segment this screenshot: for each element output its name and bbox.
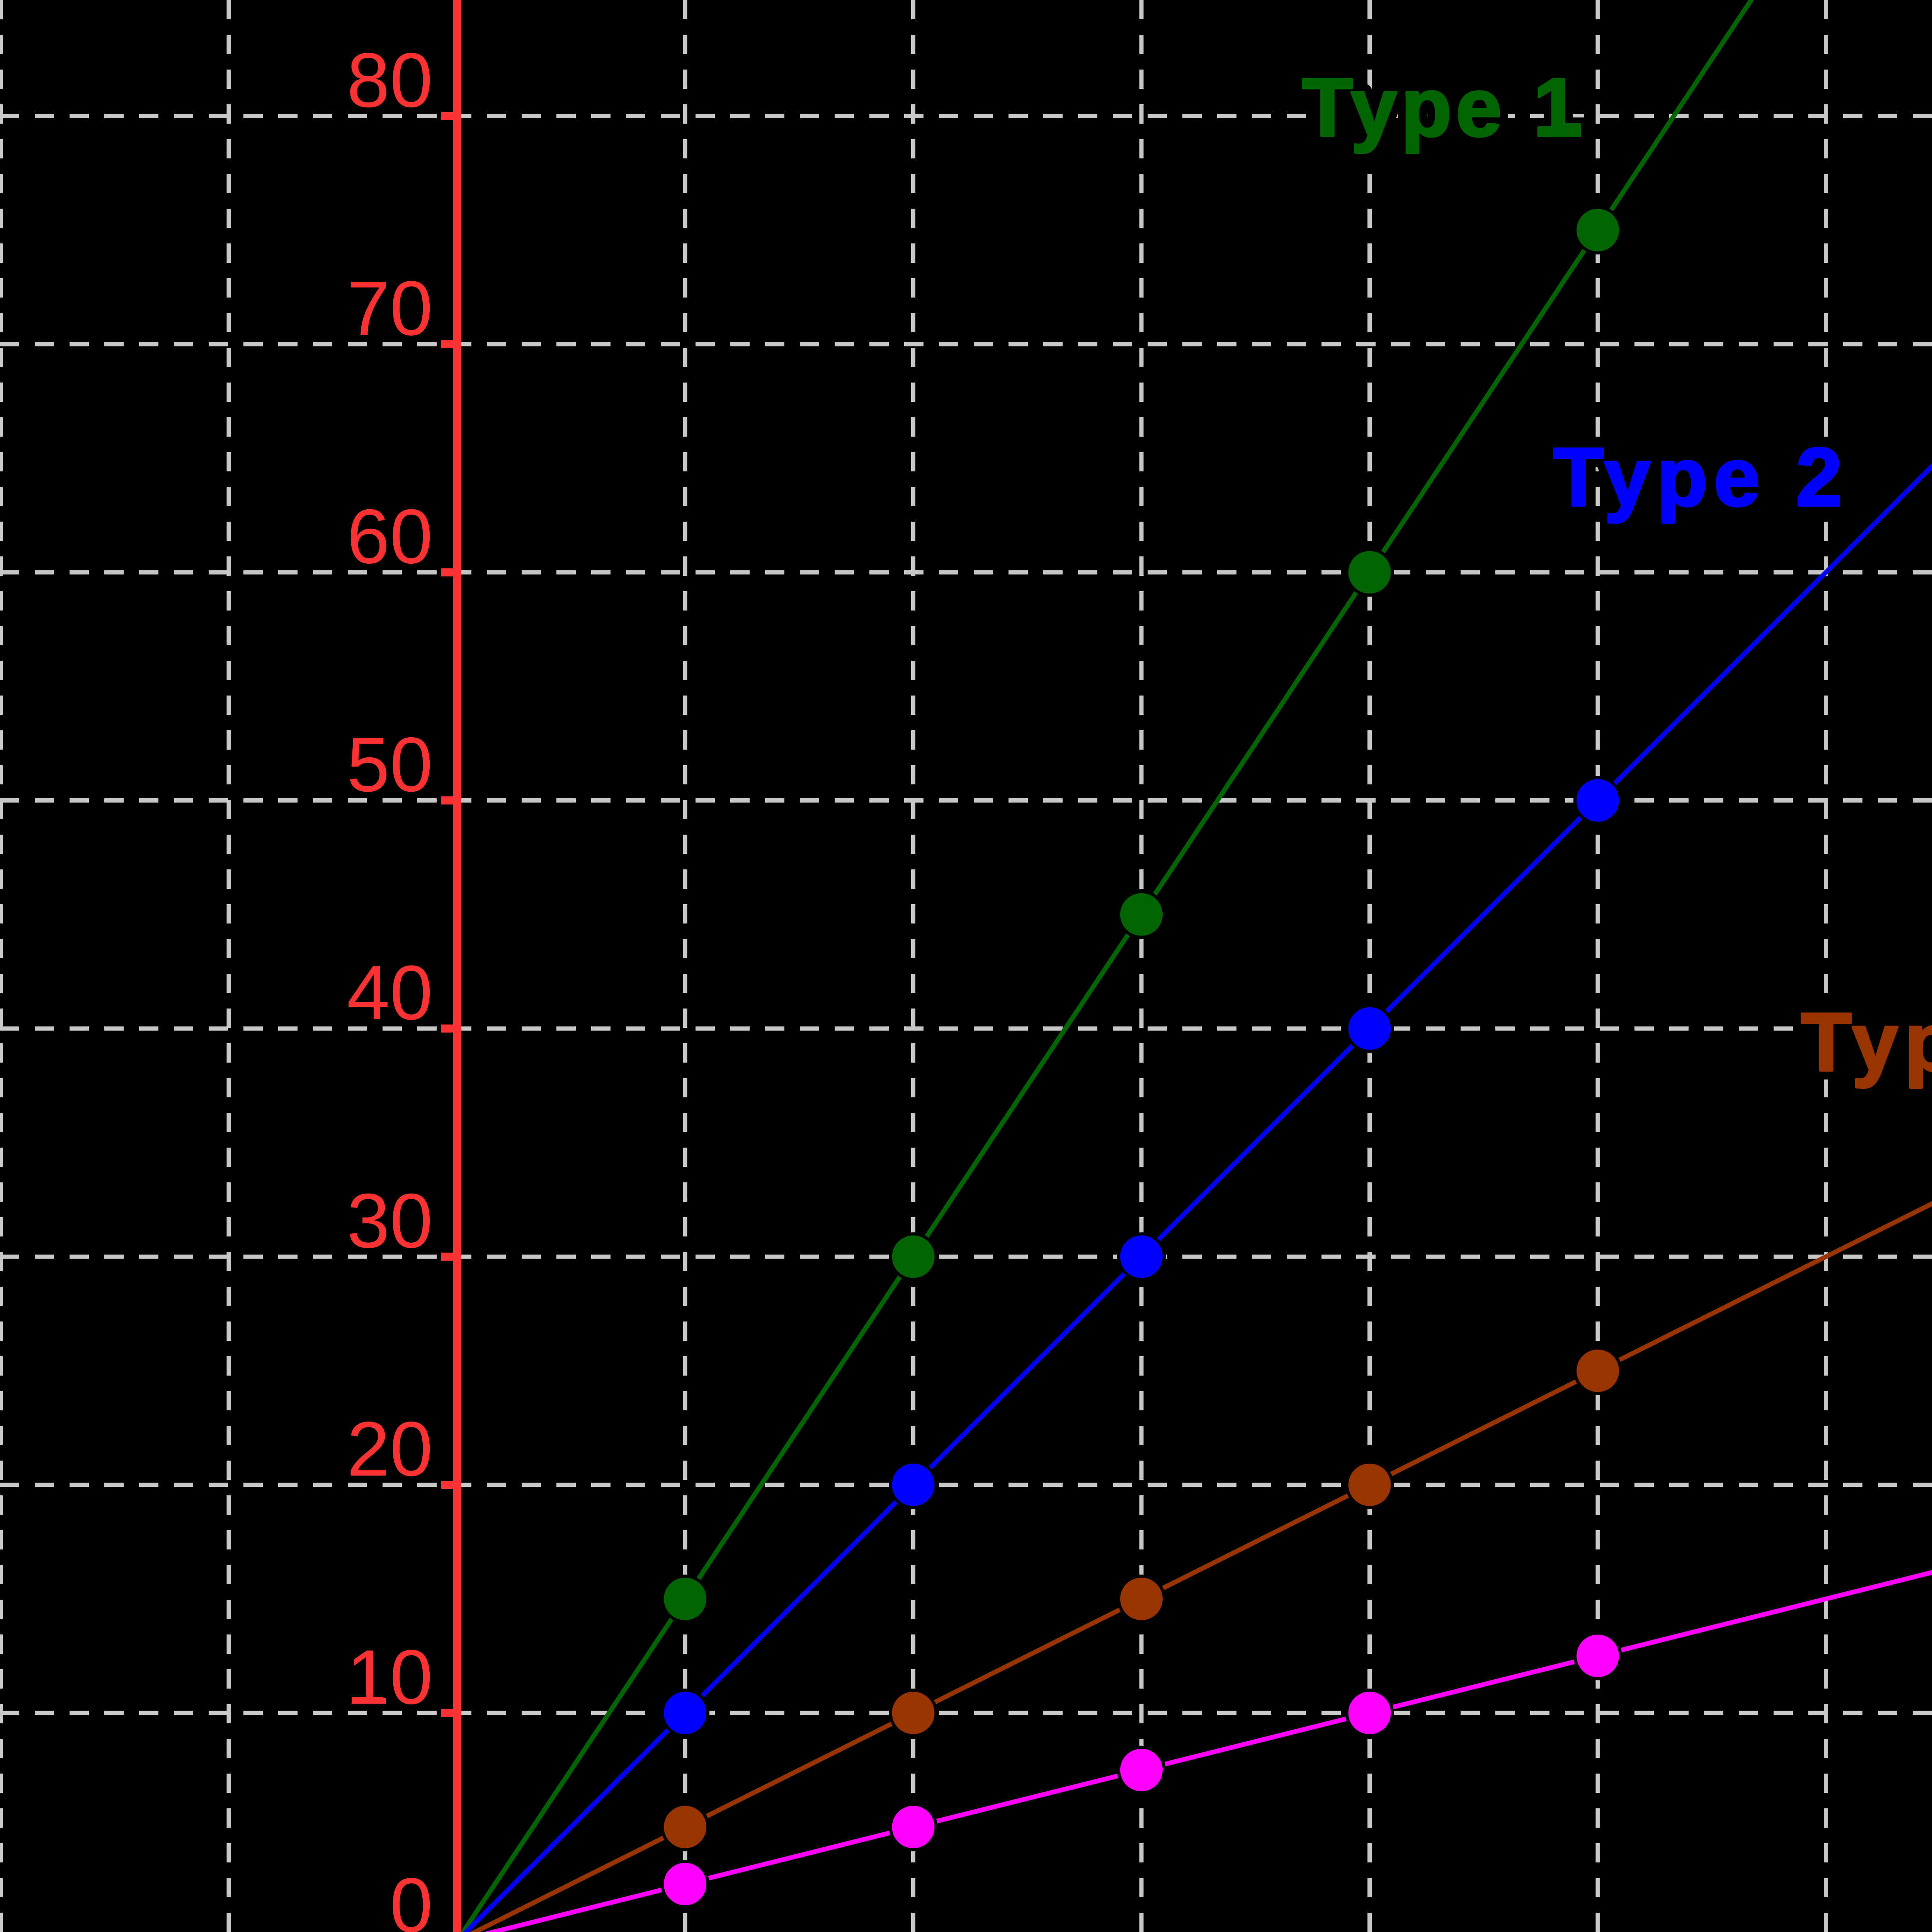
svg-text:Type 2: Type 2 [1553, 431, 1849, 523]
svg-text:Type 1: Type 1 [1302, 61, 1583, 154]
svg-text:60: 60 [347, 493, 433, 580]
svg-text:20: 20 [347, 1406, 433, 1492]
svg-text:0: 0 [390, 1862, 433, 1932]
svg-text:Type 2: Type 2 [1553, 431, 1849, 523]
svg-text:Type 3: Type 3 [1801, 996, 1932, 1088]
svg-text:30: 30 [347, 1178, 433, 1264]
svg-text:70: 70 [347, 265, 433, 352]
svg-text:Type 1: Type 1 [1302, 61, 1583, 154]
svg-text:80: 80 [347, 37, 433, 123]
svg-text:50: 50 [347, 722, 433, 808]
svg-text:10: 10 [347, 1634, 433, 1720]
svg-text:40: 40 [347, 950, 433, 1036]
svg-text:Type 3: Type 3 [1801, 996, 1932, 1088]
